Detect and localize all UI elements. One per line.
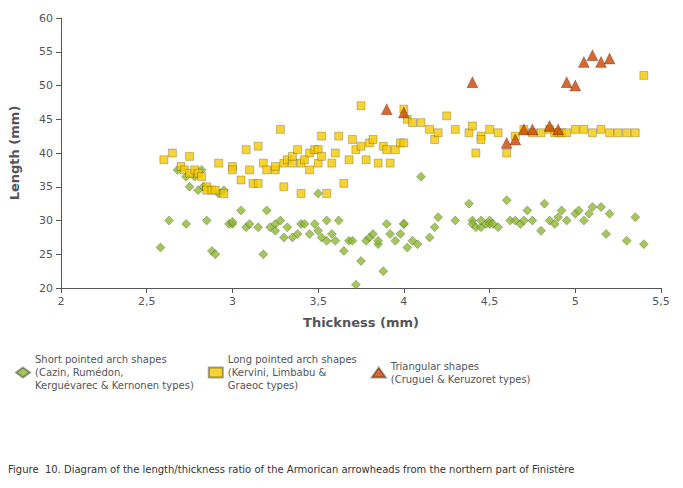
svg-text:4: 4 [400, 295, 407, 308]
svg-text:25: 25 [39, 248, 53, 261]
svg-text:Short pointed arch shapes: Short pointed arch shapes [35, 354, 167, 365]
svg-text:3,5: 3,5 [309, 295, 327, 308]
svg-text:60: 60 [39, 12, 53, 25]
svg-text:Length (mm): Length (mm) [7, 106, 22, 201]
svg-text:Graeoc types): Graeoc types) [228, 380, 298, 391]
svg-text:2: 2 [58, 295, 65, 308]
svg-text:50: 50 [39, 79, 53, 92]
svg-text:Kerguévarec & Kernonen types): Kerguévarec & Kernonen types) [35, 380, 194, 391]
svg-text:(Cruguel & Keruzoret types): (Cruguel & Keruzoret types) [391, 374, 531, 385]
svg-text:30: 30 [39, 214, 53, 227]
svg-text:2,5: 2,5 [138, 295, 156, 308]
svg-text:5: 5 [572, 295, 579, 308]
svg-text:3: 3 [229, 295, 236, 308]
svg-text:40: 40 [39, 147, 53, 160]
svg-text:Thickness (mm): Thickness (mm) [303, 315, 419, 330]
svg-text:(Cazin, Rumédon,: (Cazin, Rumédon, [35, 367, 123, 378]
svg-text:5,5: 5,5 [652, 295, 670, 308]
svg-text:Figure 10. Diagram of the len: Figure 10. Diagram of the length/thickne… [8, 464, 574, 475]
svg-text:Triangular shapes: Triangular shapes [390, 361, 479, 372]
svg-text:45: 45 [39, 113, 53, 126]
svg-text:35: 35 [39, 180, 53, 193]
svg-text:Long pointed arch shapes: Long pointed arch shapes [228, 354, 357, 365]
svg-text:55: 55 [39, 45, 53, 58]
svg-text:20: 20 [39, 282, 53, 295]
svg-text:4,5: 4,5 [481, 295, 499, 308]
svg-text:(Kervini, Limbabu &: (Kervini, Limbabu & [228, 367, 327, 378]
